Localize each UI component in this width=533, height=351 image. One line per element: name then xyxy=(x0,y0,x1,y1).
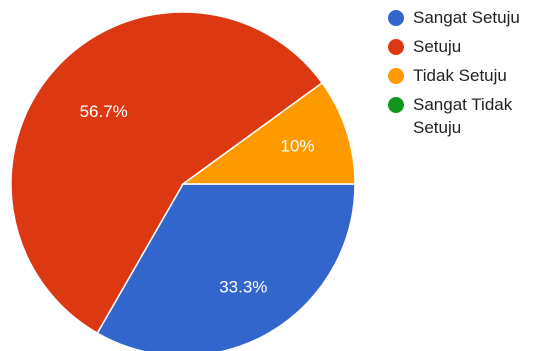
pie-slice-sangat-setuju[interactable] xyxy=(96,183,356,351)
legend-swatch xyxy=(388,97,404,113)
legend-swatch xyxy=(388,10,404,26)
pie-chart: 33.3% 56.7% 10% xyxy=(10,11,356,351)
legend-swatch xyxy=(388,68,404,84)
legend-item-setuju[interactable]: Setuju xyxy=(388,35,533,58)
legend-label: Sangat Setuju xyxy=(413,8,520,27)
chart-legend: Sangat Setuju Setuju Tidak Setuju Sangat… xyxy=(388,6,533,145)
slice-label: 10% xyxy=(280,136,314,155)
legend-item-sangat-tidak-setuju[interactable]: Sangat Tidak Setuju xyxy=(388,93,533,139)
slice-label: 56.7% xyxy=(80,102,128,121)
legend-label: Setuju xyxy=(413,37,462,56)
pie-slice-tidak-setuju[interactable] xyxy=(180,81,356,185)
pie-slice-setuju[interactable] xyxy=(10,11,324,335)
slice-label: 33.3% xyxy=(219,278,267,297)
legend-swatch xyxy=(388,39,404,55)
legend-item-sangat-setuju[interactable]: Sangat Setuju xyxy=(388,6,533,29)
legend-label: Tidak Setuju xyxy=(413,66,507,85)
legend-label: Sangat Tidak Setuju xyxy=(413,95,513,137)
legend-item-tidak-setuju[interactable]: Tidak Setuju xyxy=(388,64,533,87)
